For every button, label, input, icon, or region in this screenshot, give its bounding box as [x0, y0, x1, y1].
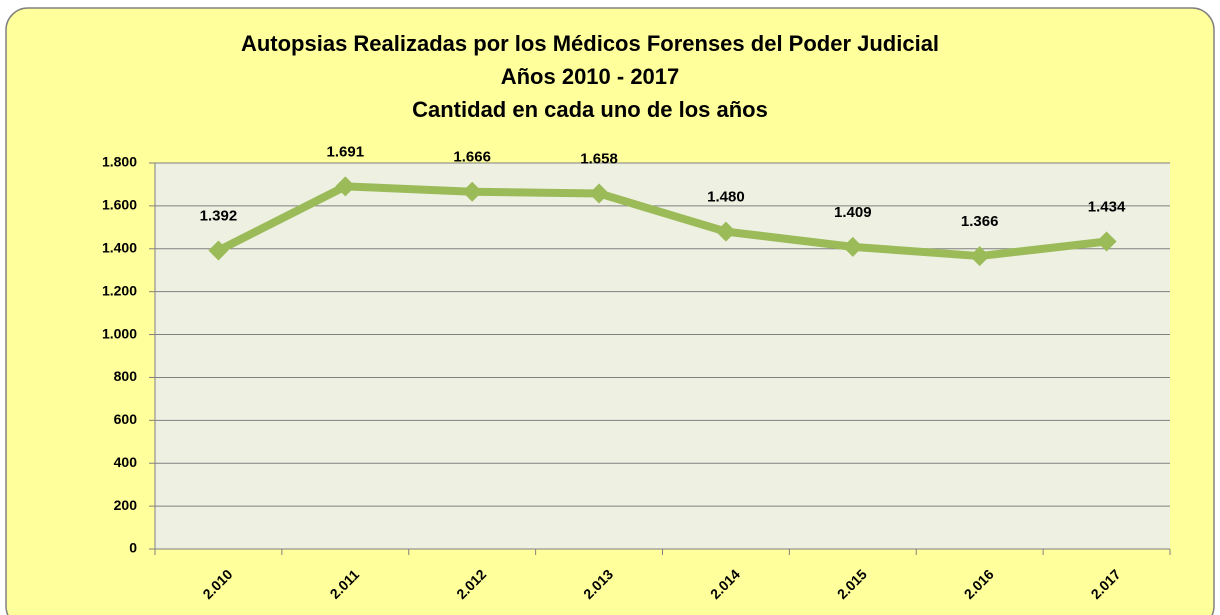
- data-label: 1.691: [327, 143, 365, 160]
- chart-title: Años 2010 - 2017: [501, 64, 680, 89]
- data-point: [462, 181, 483, 202]
- data-point: [208, 240, 229, 261]
- y-tick-label: 800: [114, 368, 138, 384]
- y-tick-label: 1.800: [102, 154, 137, 170]
- data-label: 1.658: [580, 150, 618, 167]
- y-tick-label: 0: [129, 540, 137, 556]
- data-point: [842, 236, 863, 257]
- y-tick-label: 600: [114, 411, 138, 427]
- data-label: 1.392: [200, 207, 238, 224]
- plot-area: [155, 163, 1170, 549]
- data-point: [715, 221, 736, 242]
- y-tick-label: 1.000: [102, 325, 137, 341]
- data-label: 1.666: [453, 149, 491, 166]
- data-point: [1096, 231, 1117, 252]
- chart-title: Autopsias Realizadas por los Médicos For…: [241, 31, 939, 56]
- data-point: [969, 246, 990, 267]
- data-label: 1.366: [961, 213, 999, 230]
- data-label: 1.434: [1088, 198, 1126, 215]
- chart-title: Cantidad en cada uno de los años: [412, 97, 768, 122]
- y-tick-label: 200: [114, 497, 138, 513]
- data-line: [216, 182, 1108, 261]
- y-tick-label: 400: [114, 454, 138, 470]
- data-point: [335, 176, 356, 197]
- y-tick-label: 1.600: [102, 197, 137, 213]
- y-tick-label: 1.400: [102, 239, 137, 255]
- data-label: 1.409: [834, 204, 872, 221]
- data-point: [589, 183, 610, 204]
- y-tick-label: 1.200: [102, 282, 137, 298]
- data-label: 1.480: [707, 189, 745, 206]
